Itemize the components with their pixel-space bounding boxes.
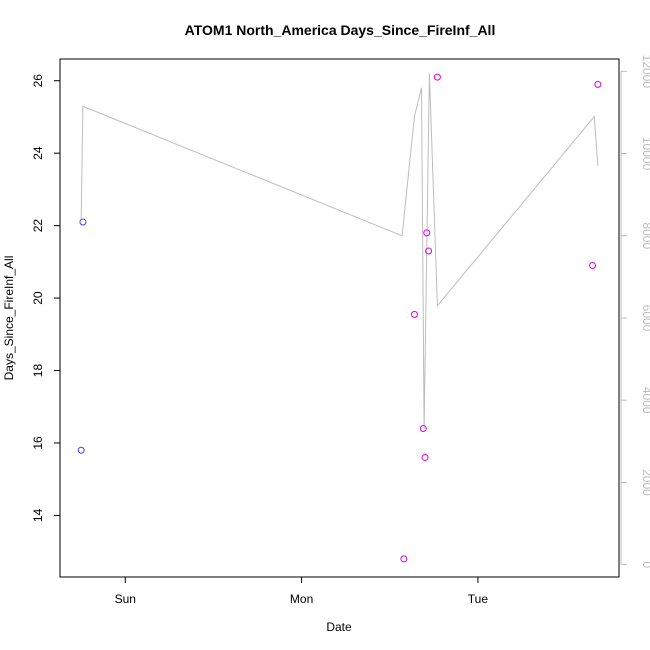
series-line (80, 73, 599, 430)
point-series (77, 73, 602, 563)
chart-title: ATOM1 North_America Days_Since_FireInf_A… (185, 22, 496, 38)
data-point (419, 424, 427, 432)
right-y-tick-label: 12000 (640, 55, 650, 89)
right-y-tick-label: 0 (640, 561, 650, 568)
right-y-tick-label: 6000 (640, 305, 650, 332)
line-series (80, 73, 599, 430)
data-point (433, 73, 441, 81)
data-point (421, 453, 429, 461)
x-tick-label: Sun (115, 592, 136, 606)
data-point (410, 310, 418, 318)
y-tick-label: 22 (31, 219, 45, 233)
y-tick-label: 20 (31, 291, 45, 305)
data-point (589, 261, 597, 269)
y-tick-label: 16 (31, 436, 45, 450)
data-point (423, 229, 431, 237)
y-tick-label: 26 (31, 74, 45, 88)
right-y-tick-label: 4000 (640, 387, 650, 414)
data-point (77, 446, 85, 454)
x-tick-label: Mon (290, 592, 313, 606)
y-tick-label: 18 (31, 364, 45, 378)
right-y-tick-label: 8000 (640, 222, 650, 249)
y-axis-label: Days_Since_FireInf_All (2, 256, 16, 381)
y-tick-label: 24 (31, 146, 45, 160)
x-axis: Sun Mon Tue (115, 577, 489, 606)
data-point (594, 80, 602, 88)
right-y-tick-label: 2000 (640, 469, 650, 496)
data-point (79, 218, 87, 226)
y-axis: 14 16 18 20 22 24 26 (31, 74, 60, 522)
plot-box (59, 58, 620, 578)
data-point (400, 555, 408, 563)
x-axis-label: Date (326, 620, 352, 634)
x-tick-label: Tue (468, 592, 489, 606)
right-y-axis: 0 2000 4000 6000 8000 10000 12000 (620, 55, 650, 568)
right-y-tick-label: 10000 (640, 137, 650, 171)
data-point (425, 247, 433, 255)
y-tick-label: 14 (31, 508, 45, 522)
